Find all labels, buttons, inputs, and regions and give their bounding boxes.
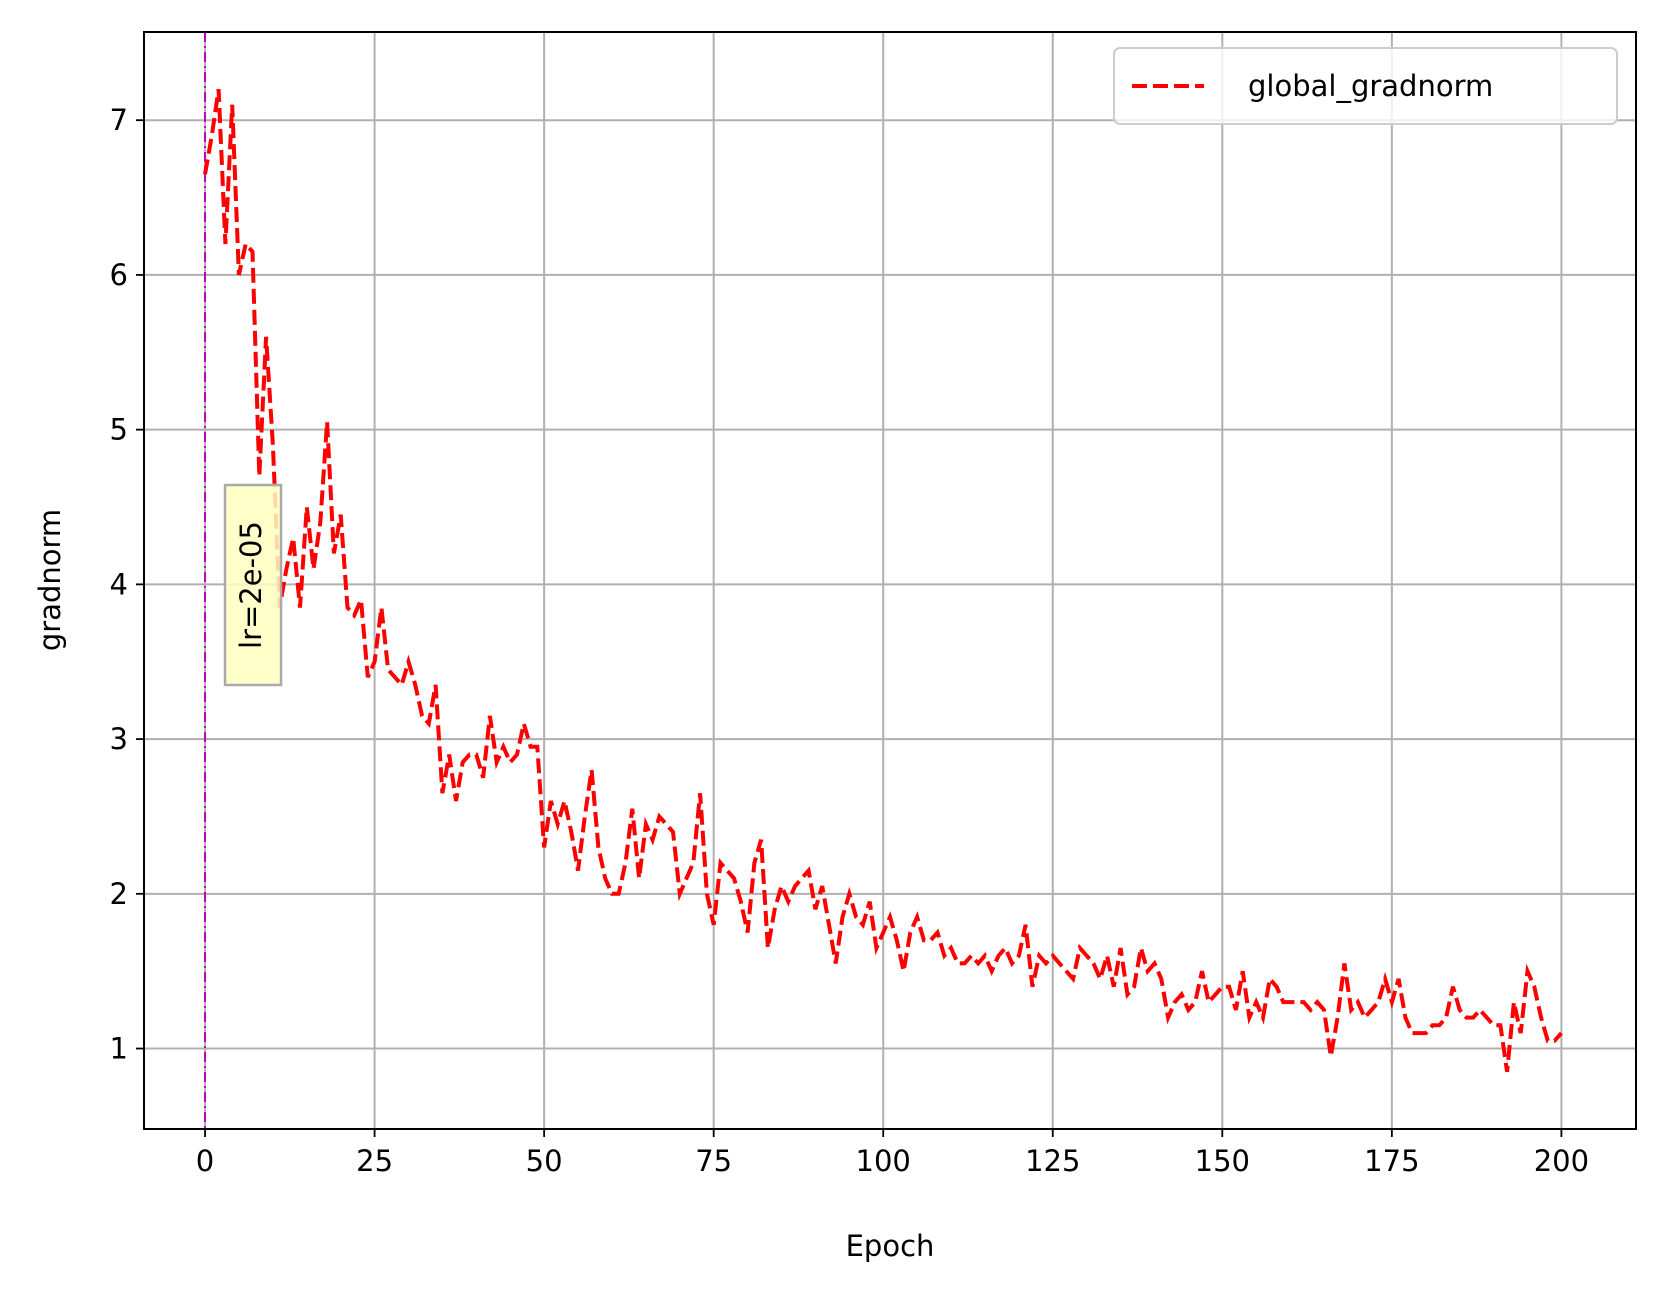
x-tick-label: 75	[695, 1144, 732, 1178]
annotation: lr=2e-05	[234, 521, 268, 649]
x-tick-label: 175	[1364, 1144, 1419, 1178]
y-tick-label: 5	[110, 413, 128, 447]
annotation-box	[223, 483, 283, 687]
x-tick-label: 150	[1195, 1144, 1250, 1178]
y-tick-label: 7	[110, 103, 128, 137]
y-tick-label: 2	[110, 877, 128, 911]
x-tick-label: 200	[1534, 1144, 1589, 1178]
y-tick-label: 4	[110, 567, 128, 601]
x-tick-label: 0	[196, 1144, 214, 1178]
y-tick-label: 3	[110, 722, 128, 756]
line-series	[203, 88, 1563, 1073]
plot-frame	[143, 31, 1637, 1130]
x-tick-label: 125	[1025, 1144, 1080, 1178]
x-tick-label: 50	[526, 1144, 563, 1178]
x-tick-label: 100	[856, 1144, 911, 1178]
y-axis-label: gradnorm	[33, 509, 67, 651]
legend-box	[1113, 47, 1618, 125]
y-tick-label: 6	[110, 258, 128, 292]
legend-label: global_gradnorm	[1248, 69, 1493, 103]
y-tick-label: 1	[110, 1032, 128, 1066]
x-tick-label: 25	[356, 1144, 393, 1178]
x-axis-label: Epoch	[846, 1229, 935, 1263]
